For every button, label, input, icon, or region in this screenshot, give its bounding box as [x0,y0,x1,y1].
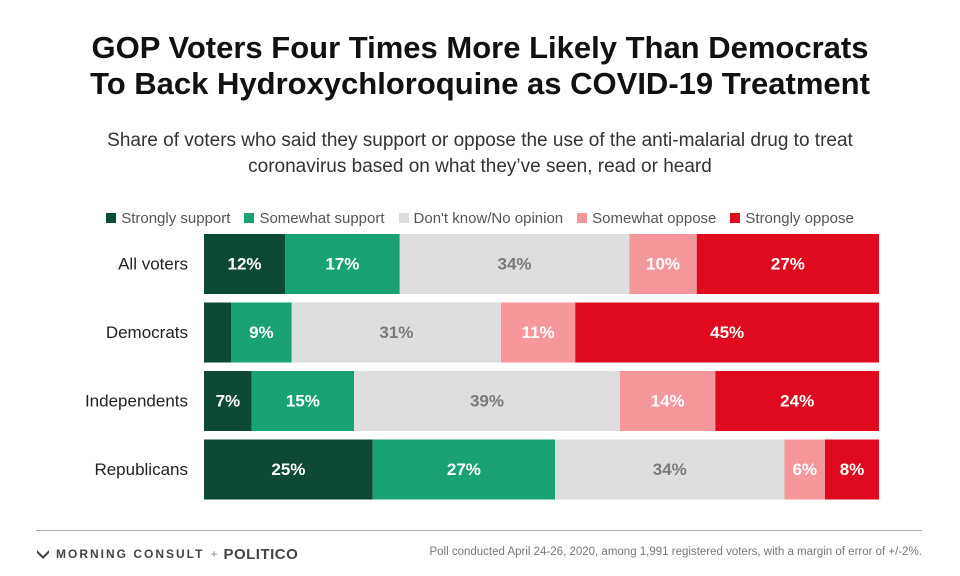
footnote: Poll conducted April 24-26, 2020, among … [429,546,922,558]
legend-swatch [106,213,117,223]
chart-title: GOP Voters Four Times More Likely Than D… [0,30,960,102]
bar-segment-republicans-don-t-know-no-opinion [555,439,785,500]
bar-segment-democrats-somewhat-support [231,302,292,363]
data-label-republicans-strongly-support: 25% [271,460,305,479]
legend-swatch [398,213,409,223]
category-label-republicans: Republicans [94,460,188,479]
bar-segment-all-voters-don-t-know-no-opinion [399,234,630,294]
brand-politico: POLITICO [223,545,299,563]
legend-item-strongly-support: Strongly support [106,208,230,228]
category-label-independents: Independents [85,392,188,411]
morning-consult-logo-icon [37,550,49,559]
data-label-democrats-somewhat-oppose: 11% [522,323,555,342]
bar-segment-all-voters-somewhat-oppose [629,234,697,294]
legend-label: Strongly oppose [745,209,854,227]
brand-separator: + [210,547,218,561]
bar-segment-republicans-somewhat-support [372,439,555,500]
chart-title-line-2: To Back Hydroxychloroquine as COVID-19 T… [90,66,870,101]
data-label-independents-strongly-support: 7% [216,392,241,411]
data-label-independents-somewhat-support: 15% [286,392,320,411]
chart-legend: Strongly support Somewhat support Don't kn… [0,208,960,228]
legend-label: Strongly support [121,209,231,227]
data-label-democrats-strongly-oppose: 45% [710,323,744,342]
bar-segment-independents-somewhat-support [251,371,354,431]
data-label-republicans-somewhat-oppose: 6% [792,460,817,479]
category-label-democrats: Democrats [106,323,188,342]
legend-item-strongly-oppose: Strongly oppose [730,208,854,228]
chart-plot-area: All voters 12% 17% 34% 10% 27% Democrats 9% 31% 1… [85,234,879,500]
data-label-all-voters-strongly-support: 12% [227,255,261,274]
legend-item-somewhat-support: Somewhat support [244,208,385,228]
data-label-all-voters-somewhat-support: 17% [325,255,359,274]
category-label-all-voters: All voters [118,255,188,274]
footer-divider [36,530,922,531]
bar-segment-republicans-strongly-oppose [825,439,879,500]
bar-segment-independents-somewhat-oppose [619,371,716,431]
data-label-democrats-somewhat-support: 9% [249,323,274,342]
bar-segment-republicans-somewhat-oppose [784,439,825,500]
legend-label: Somewhat support [259,209,385,227]
data-label-democrats-don-t-know-no-opinion: 31% [379,323,413,342]
chart-subtitle: Share of voters who said they support or… [107,130,853,177]
bar-segment-all-voters-somewhat-support [285,234,400,294]
bar-segment-all-voters-strongly-support [204,234,285,294]
data-label-republicans-somewhat-support: 27% [447,460,481,479]
bar-segment-all-voters-strongly-oppose [696,234,879,294]
legend-swatch [577,213,588,223]
bar-segment-independents-strongly-oppose [715,371,879,431]
bar-segment-democrats-strongly-support [204,302,231,363]
bar-segment-democrats-don-t-know-no-opinion [291,302,501,363]
chart-title-line-1: GOP Voters Four Times More Likely Than D… [91,30,869,65]
data-label-independents-strongly-oppose: 24% [780,392,814,411]
data-label-republicans-strongly-oppose: 8% [840,460,865,479]
footer-brand: MORNING CONSULT + POLITICO [36,544,298,564]
legend-item-don-t-know-no-opinion: Don't know/No opinion [398,208,564,228]
data-label-all-voters-don-t-know-no-opinion: 34% [497,255,531,274]
legend-swatch [730,213,741,223]
bar-segment-republicans-strongly-support [204,439,373,500]
data-label-all-voters-somewhat-oppose: 10% [646,255,680,274]
legend-item-somewhat-oppose: Somewhat oppose [577,208,716,228]
bar-segment-democrats-somewhat-oppose [501,302,576,363]
data-label-republicans-don-t-know-no-opinion: 34% [653,460,687,479]
legend-swatch [244,213,255,223]
data-label-independents-somewhat-oppose: 14% [651,392,685,411]
bar-segment-democrats-strongly-oppose [575,302,879,363]
legend-label: Don't know/No opinion [413,209,564,227]
data-label-all-voters-strongly-oppose: 27% [771,255,805,274]
legend-label: Somewhat oppose [592,209,717,227]
bar-segment-independents-strongly-support [204,371,252,431]
bar-segment-independents-don-t-know-no-opinion [354,371,620,431]
data-label-independents-don-t-know-no-opinion: 39% [470,392,504,411]
brand-morning-consult: MORNING CONSULT [56,547,205,561]
